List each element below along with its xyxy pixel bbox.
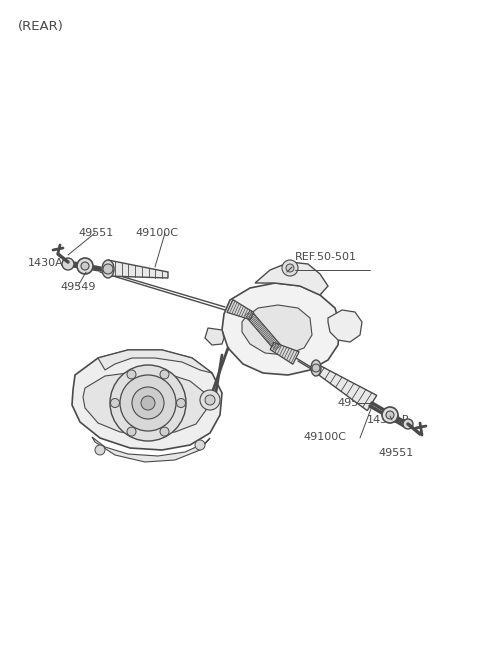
Circle shape (195, 440, 205, 450)
Polygon shape (245, 310, 281, 350)
Circle shape (103, 264, 113, 274)
Circle shape (312, 364, 320, 372)
Circle shape (81, 262, 89, 270)
Circle shape (77, 258, 93, 274)
Circle shape (132, 387, 164, 419)
Text: (REAR): (REAR) (18, 20, 64, 33)
Circle shape (141, 396, 155, 410)
Circle shape (286, 264, 294, 272)
Polygon shape (222, 283, 340, 375)
Circle shape (110, 365, 186, 441)
Circle shape (403, 419, 413, 429)
Polygon shape (92, 437, 210, 462)
Circle shape (160, 370, 169, 379)
Circle shape (200, 390, 220, 410)
Circle shape (127, 427, 136, 436)
Ellipse shape (102, 260, 114, 278)
Polygon shape (255, 262, 328, 295)
Circle shape (127, 370, 136, 379)
Circle shape (382, 407, 398, 423)
Circle shape (120, 375, 176, 431)
Circle shape (177, 398, 185, 407)
Polygon shape (72, 350, 222, 450)
Ellipse shape (311, 360, 321, 376)
Text: 49551: 49551 (378, 448, 413, 458)
Polygon shape (205, 328, 224, 345)
Text: 49551: 49551 (78, 228, 113, 238)
Polygon shape (242, 305, 312, 355)
Circle shape (160, 427, 169, 436)
Text: REF.50-501: REF.50-501 (295, 252, 357, 262)
Polygon shape (108, 260, 168, 278)
Polygon shape (83, 372, 206, 435)
Polygon shape (98, 350, 212, 373)
Circle shape (282, 260, 298, 276)
Circle shape (386, 411, 394, 419)
Text: 1430AR: 1430AR (367, 415, 410, 425)
Polygon shape (328, 310, 362, 342)
Polygon shape (270, 343, 299, 364)
Text: 1430AR: 1430AR (28, 258, 72, 268)
Polygon shape (227, 299, 253, 320)
Text: 49549: 49549 (60, 282, 96, 292)
Text: 49549: 49549 (337, 398, 372, 408)
Circle shape (62, 258, 74, 270)
Circle shape (205, 395, 215, 405)
Circle shape (110, 398, 120, 407)
Polygon shape (314, 365, 377, 411)
Text: 49100C: 49100C (135, 228, 178, 238)
Circle shape (95, 445, 105, 455)
Text: 49100C: 49100C (303, 432, 346, 442)
